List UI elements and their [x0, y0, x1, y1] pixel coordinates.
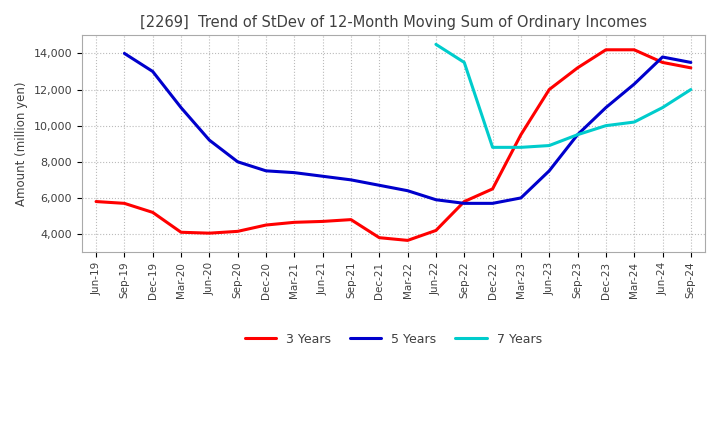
7 Years: [516, 145, 525, 150]
7 Years: [488, 145, 497, 150]
5 Years: [233, 159, 242, 165]
3 Years: [573, 65, 582, 70]
5 Years: [686, 60, 695, 65]
5 Years: [573, 132, 582, 137]
5 Years: [403, 188, 412, 193]
5 Years: [176, 105, 185, 110]
3 Years: [346, 217, 355, 222]
7 Years: [686, 87, 695, 92]
7 Years: [431, 42, 440, 47]
3 Years: [516, 132, 525, 137]
3 Years: [630, 47, 639, 52]
3 Years: [261, 222, 270, 227]
3 Years: [205, 231, 214, 236]
3 Years: [233, 229, 242, 234]
5 Years: [318, 174, 327, 179]
5 Years: [601, 105, 610, 110]
7 Years: [658, 105, 667, 110]
3 Years: [545, 87, 554, 92]
3 Years: [601, 47, 610, 52]
3 Years: [686, 65, 695, 70]
5 Years: [516, 195, 525, 201]
3 Years: [91, 199, 100, 204]
5 Years: [346, 177, 355, 183]
5 Years: [290, 170, 299, 175]
7 Years: [573, 132, 582, 137]
5 Years: [431, 197, 440, 202]
7 Years: [630, 119, 639, 125]
5 Years: [630, 81, 639, 87]
3 Years: [120, 201, 129, 206]
3 Years: [148, 210, 157, 215]
Legend: 3 Years, 5 Years, 7 Years: 3 Years, 5 Years, 7 Years: [240, 328, 546, 351]
3 Years: [488, 186, 497, 191]
3 Years: [290, 220, 299, 225]
3 Years: [460, 199, 469, 204]
3 Years: [431, 228, 440, 233]
5 Years: [120, 51, 129, 56]
5 Years: [148, 69, 157, 74]
7 Years: [460, 60, 469, 65]
Line: 5 Years: 5 Years: [125, 53, 690, 203]
3 Years: [176, 230, 185, 235]
5 Years: [375, 183, 384, 188]
5 Years: [658, 55, 667, 60]
Line: 7 Years: 7 Years: [436, 44, 690, 147]
3 Years: [375, 235, 384, 240]
5 Years: [205, 137, 214, 143]
7 Years: [545, 143, 554, 148]
Title: [2269]  Trend of StDev of 12-Month Moving Sum of Ordinary Incomes: [2269] Trend of StDev of 12-Month Moving…: [140, 15, 647, 30]
5 Years: [545, 168, 554, 173]
3 Years: [318, 219, 327, 224]
3 Years: [658, 60, 667, 65]
5 Years: [460, 201, 469, 206]
3 Years: [403, 238, 412, 243]
Line: 3 Years: 3 Years: [96, 50, 690, 240]
Y-axis label: Amount (million yen): Amount (million yen): [15, 81, 28, 206]
7 Years: [601, 123, 610, 128]
5 Years: [261, 168, 270, 173]
5 Years: [488, 201, 497, 206]
